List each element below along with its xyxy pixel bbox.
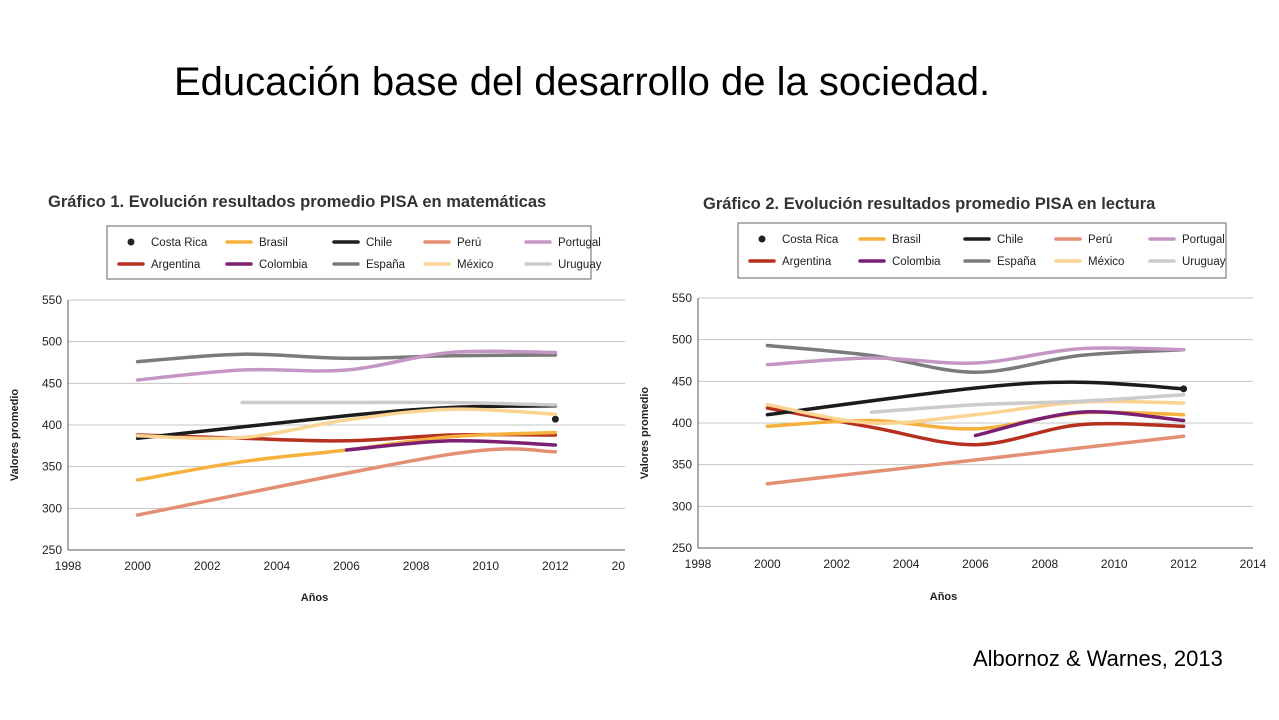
series-line-portugal	[765, 346, 1186, 367]
x-tick-label: 2002	[194, 559, 221, 573]
legend-label-portugal: Portugal	[558, 237, 601, 249]
y-tick-label: 400	[42, 418, 62, 432]
legend-label-argentina: Argentina	[151, 259, 201, 271]
legend-label-brasil: Brasil	[892, 234, 921, 246]
chart-title: Gráfico 2. Evolución resultados promedio…	[703, 195, 1156, 213]
series-line-portugal	[135, 349, 558, 382]
reading-chart: Gráfico 2. Evolución resultados promedio…	[639, 195, 1267, 603]
legend-label-costa-rica: Costa Rica	[151, 237, 208, 249]
chart-title: Gráfico 1. Evolución resultados promedio…	[48, 193, 546, 211]
y-tick-label: 500	[42, 335, 62, 349]
x-tick-label: 2012	[1170, 557, 1197, 571]
slide-title: Educación base del desarrollo de la soci…	[174, 60, 991, 104]
legend-swatch-costa-rica	[127, 238, 135, 246]
y-tick-label: 250	[42, 543, 62, 557]
x-tick-label: 1998	[55, 559, 82, 573]
x-tick-label: 2004	[264, 559, 291, 573]
x-tick-label: 2012	[542, 559, 569, 573]
x-tick-label: 2014	[1240, 557, 1267, 571]
series-line-espana	[765, 343, 1186, 374]
legend-label-portugal: Portugal	[1182, 234, 1225, 246]
x-tick-label: 2010	[472, 559, 499, 573]
y-axis-label: Valores promedio	[639, 387, 651, 480]
y-tick-label: 350	[42, 460, 62, 474]
legend-label-peru: Perú	[457, 237, 481, 249]
x-tick-label: 2006	[333, 559, 360, 573]
y-tick-label: 550	[672, 291, 692, 305]
series-line-mexico	[765, 399, 1186, 426]
y-tick-label: 300	[42, 501, 62, 515]
series-line-espana	[135, 352, 558, 364]
series-line-uruguay	[240, 400, 558, 407]
series-line-uruguay	[869, 392, 1186, 414]
legend-label-uruguay: Uruguay	[558, 259, 602, 271]
series-line-colombia	[344, 438, 558, 452]
series-line-colombia	[973, 410, 1186, 438]
series-line-peru	[765, 434, 1186, 486]
y-tick-label: 500	[672, 333, 692, 347]
series-line-chile	[765, 380, 1186, 417]
x-tick-label: 2008	[403, 559, 430, 573]
x-tick-label: 1998	[685, 557, 712, 571]
x-tick-label: 2000	[754, 557, 781, 571]
x-tick-label: 2004	[893, 557, 920, 571]
x-axis-label: Años	[301, 592, 329, 604]
citation: Albornoz & Warnes, 2013	[973, 646, 1223, 671]
x-tick-label: 2002	[823, 557, 850, 571]
legend-box	[737, 222, 1227, 279]
x-axis-label: Años	[930, 591, 958, 603]
x-tick-label: 2006	[962, 557, 989, 571]
legend-box	[106, 225, 592, 280]
legend-label-costa-rica: Costa Rica	[782, 234, 839, 246]
series-line-mexico	[135, 407, 558, 441]
legend-label-chile: Chile	[366, 237, 392, 249]
y-tick-label: 250	[672, 541, 692, 555]
y-tick-label: 550	[42, 293, 62, 307]
y-tick-label: 300	[672, 499, 692, 513]
y-tick-label: 400	[672, 416, 692, 430]
y-tick-label: 450	[42, 376, 62, 390]
series-point-costa-rica	[551, 415, 559, 423]
x-tick-label: 2010	[1101, 557, 1128, 571]
legend-label-mexico: México	[457, 259, 493, 271]
legend-swatch-costa-rica	[758, 235, 766, 243]
series-line-chile	[135, 404, 558, 441]
legend-label-mexico: México	[1088, 256, 1124, 268]
y-axis-label: Valores promedio	[9, 389, 21, 482]
legend-label-argentina: Argentina	[782, 256, 832, 268]
x-tick-label: 2000	[124, 559, 151, 573]
legend-label-colombia: Colombia	[259, 259, 308, 271]
x-tick-label: 2008	[1032, 557, 1059, 571]
legend-label-brasil: Brasil	[259, 237, 288, 249]
legend-label-espana: España	[997, 256, 1037, 268]
series-line-peru	[135, 447, 558, 517]
y-tick-label: 350	[672, 458, 692, 472]
legend-label-chile: Chile	[997, 234, 1023, 246]
x-tick-label: 2014	[612, 559, 625, 573]
legend-label-colombia: Colombia	[892, 256, 941, 268]
legend-label-espana: España	[366, 259, 406, 271]
legend-label-peru: Perú	[1088, 234, 1112, 246]
y-tick-label: 450	[672, 374, 692, 388]
math-chart: Gráfico 1. Evolución resultados promedio…	[9, 193, 625, 604]
legend-label-uruguay: Uruguay	[1182, 256, 1226, 268]
